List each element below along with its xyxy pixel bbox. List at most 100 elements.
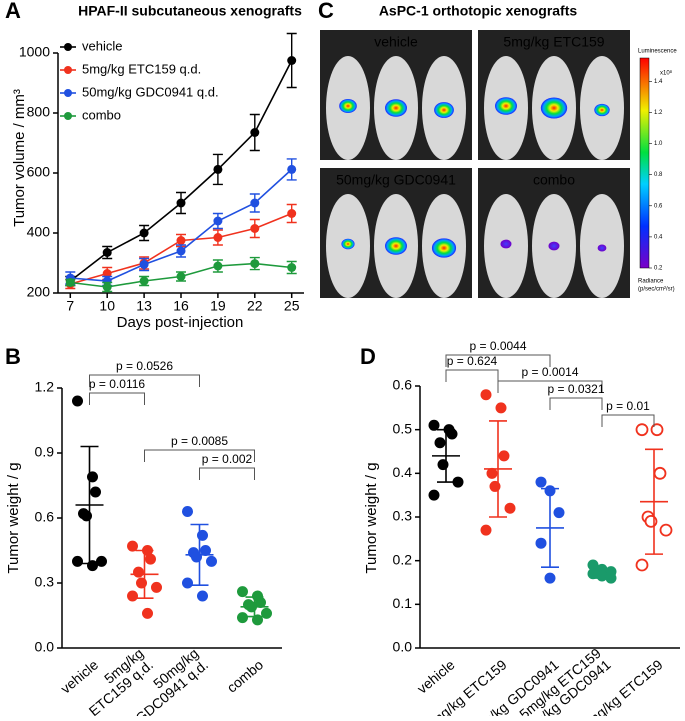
data-point: [213, 216, 223, 226]
colorbar-tick-label: 0.6: [654, 203, 663, 209]
legend-label: combo: [82, 107, 121, 122]
x-tick-label: 19: [210, 298, 226, 314]
significance-bracket: [445, 354, 551, 367]
legend-marker: [64, 112, 72, 120]
colorbar-title: Luminescence: [638, 49, 677, 55]
signal: [434, 102, 454, 118]
data-point: [176, 272, 186, 281]
p-value: p = 0.0116: [89, 377, 145, 391]
x-axis-label: Days post-injection: [117, 314, 244, 331]
x-tick-label-group: vehicle: [414, 656, 458, 696]
sd-bar: [245, 596, 264, 618]
data-point: [176, 198, 186, 208]
significance-bracket: [89, 392, 145, 405]
data-point: [90, 486, 101, 498]
y-tick-label: 600: [27, 164, 51, 180]
signal: [594, 103, 610, 117]
significance-bracket: [89, 374, 200, 387]
images-title: AsPC-1 orthotopic xenografts: [379, 3, 578, 19]
signal: [431, 238, 457, 258]
x-tick-label: vehicle: [414, 656, 458, 696]
colorbar: [639, 57, 650, 269]
y-axis-label: Tumor volume / mm³: [11, 89, 28, 227]
x-tick-label-group: combo: [224, 656, 267, 695]
signal: [597, 244, 607, 252]
x-tick-label: vehicle: [57, 656, 101, 696]
data-point: [200, 545, 211, 556]
y-tick-label: 0.3: [35, 574, 55, 590]
colorbar-caption: (p/sec/cm²/sr): [638, 287, 675, 293]
significance-bracket: [549, 397, 603, 410]
data-point: [587, 559, 599, 571]
data-point: [489, 480, 501, 492]
sd-bar: [541, 487, 559, 569]
data-point: [72, 395, 83, 407]
panel-letter: C: [318, 0, 334, 23]
legend-label: vehicle: [82, 38, 122, 53]
data-point: [65, 278, 75, 287]
data-point: [127, 540, 138, 552]
data-point: [428, 489, 440, 501]
colorbar-tick-label: 1.0: [654, 141, 663, 147]
sd-bar: [645, 448, 663, 555]
y-tick-label: 1000: [19, 44, 50, 60]
data-point: [635, 423, 649, 437]
significance-bracket: [601, 414, 655, 427]
p-value: p = 0.0085: [171, 434, 228, 448]
image-label: vehicle: [374, 34, 418, 50]
y-tick-label: 0.4: [393, 464, 413, 480]
data-point: [287, 56, 297, 65]
y-tick-label: 200: [27, 284, 51, 300]
legend-marker: [64, 89, 72, 97]
data-point: [250, 198, 260, 208]
y-tick-label: 0.6: [35, 509, 55, 525]
data-point: [142, 607, 153, 619]
data-point: [650, 423, 664, 437]
data-point: [81, 510, 92, 522]
colorbar-tick-label: 0.2: [654, 266, 663, 272]
data-point: [176, 246, 186, 256]
significance-bracket: [445, 369, 499, 382]
x-tick-label: 16: [173, 298, 189, 314]
p-value: p = 0.01: [606, 399, 650, 413]
data-point: [261, 607, 272, 619]
data-point: [102, 248, 112, 257]
y-tick-label: 0.6: [393, 377, 413, 393]
y-tick-label: 0.2: [393, 551, 413, 567]
data-point: [102, 269, 112, 278]
image-label: 50mg/kg GDC0941: [336, 172, 456, 188]
signal: [548, 241, 560, 251]
image-label: combo: [533, 172, 575, 188]
data-point: [250, 128, 260, 137]
significance-bracket: [144, 449, 255, 462]
data-point: [197, 590, 208, 602]
x-tick-label: combo: [224, 656, 267, 695]
panel-letter: D: [360, 344, 376, 369]
y-tick-label: 0.9: [35, 444, 55, 460]
y-tick-label: 800: [27, 104, 51, 120]
p-value: p = 0.0526: [116, 359, 173, 373]
data-point: [437, 459, 449, 471]
data-point: [287, 164, 297, 174]
data-point: [495, 402, 507, 414]
y-tick-label: 0.3: [393, 508, 413, 524]
x-tick-label: 22: [247, 298, 263, 314]
colorbar-tick-label: 0.4: [654, 234, 663, 240]
data-point: [434, 437, 446, 449]
data-point: [182, 577, 193, 589]
data-point: [72, 555, 83, 567]
panel-letter: B: [5, 344, 21, 369]
data-point: [287, 263, 297, 272]
data-point: [644, 514, 658, 528]
colorbar-caption: Radiance: [638, 279, 664, 285]
p-value: p = 0.624: [447, 354, 498, 368]
data-point: [480, 389, 492, 401]
colorbar-tick-label: 1.2: [654, 110, 663, 116]
sd-bar: [489, 420, 507, 518]
signal: [339, 98, 357, 114]
data-point: [151, 581, 162, 593]
data-point: [87, 560, 98, 572]
data-point: [191, 551, 202, 563]
data-point: [102, 282, 112, 292]
p-value: p = 0.002: [202, 452, 253, 466]
